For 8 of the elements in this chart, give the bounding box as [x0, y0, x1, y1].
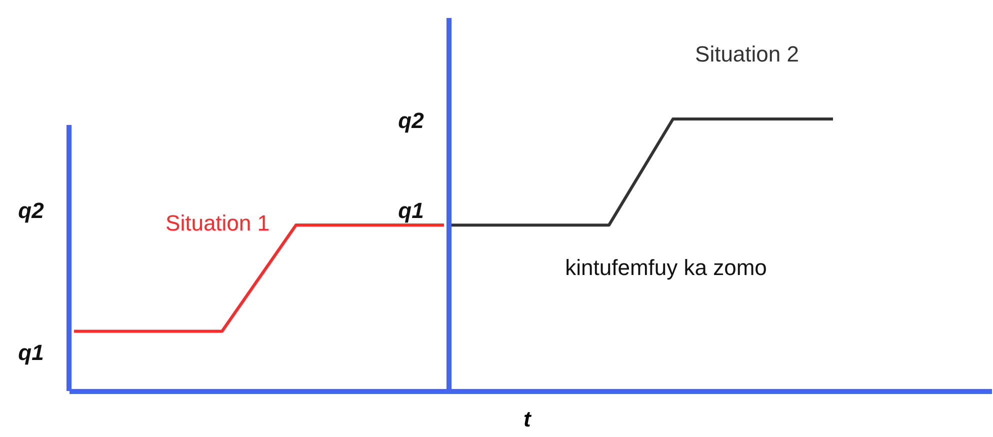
- text: q2: [398, 108, 425, 133]
- text: q1: [18, 340, 44, 365]
- text: q2: [18, 198, 45, 223]
- x-axis-title: t: [524, 406, 532, 432]
- series-label: Situation 1: [166, 210, 270, 236]
- text: Situation 2: [695, 42, 799, 67]
- text: q1: [398, 198, 424, 223]
- annotation: kintufemfuy ka zomo: [565, 255, 767, 280]
